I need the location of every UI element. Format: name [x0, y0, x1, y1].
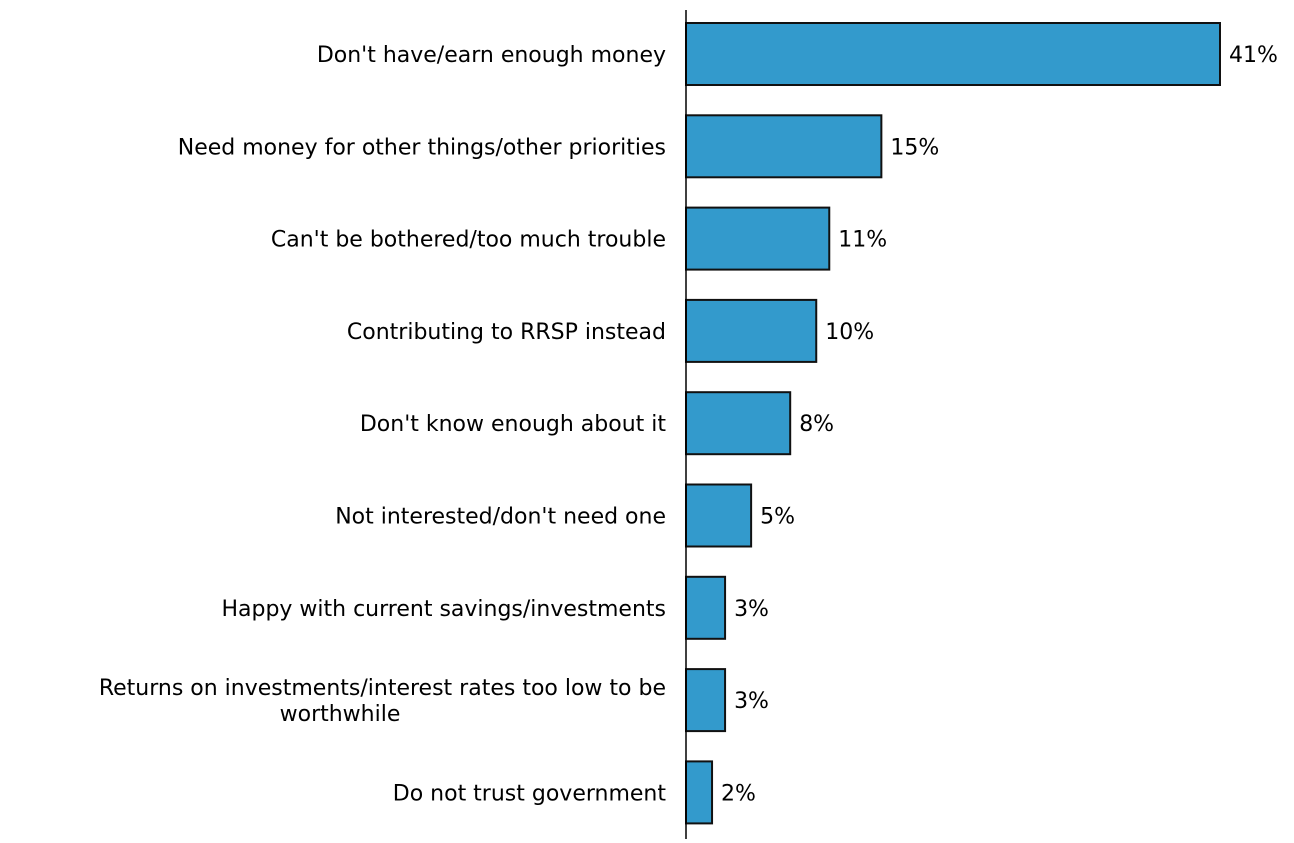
value-label-2: 11% — [838, 228, 887, 253]
category-labels-layer: Don't have/earn enough money Need money f… — [99, 43, 667, 806]
bar-6 — [685, 575, 727, 640]
value-label-4: 8% — [799, 412, 834, 437]
value-labels-layer: 41% 15% 11% 10% 8% 5% 3% 3% 2% — [721, 43, 1278, 806]
category-label-line: Happy with current savings/investments — [221, 597, 666, 622]
category-label-0: Don't have/earn enough money — [317, 43, 666, 68]
category-label-line: Contributing to RRSP instead — [347, 320, 666, 345]
category-label-line: Returns on investments/interest rates to… — [99, 676, 666, 701]
bar-4 — [685, 391, 792, 456]
category-label-6: Happy with current savings/investments — [221, 597, 666, 622]
category-label-line: Not interested/don't need one — [335, 505, 666, 530]
category-label-2: Can't be bothered/too much trouble — [271, 228, 666, 253]
bar-3 — [685, 298, 818, 363]
value-label-5: 5% — [760, 505, 795, 530]
bar-1 — [685, 114, 883, 179]
value-label-8: 2% — [721, 781, 756, 806]
bar-8 — [685, 760, 714, 825]
category-label-8: Do not trust government — [393, 781, 667, 806]
category-label-4: Don't know enough about it — [360, 412, 667, 437]
category-label-3: Contributing to RRSP instead — [347, 320, 666, 345]
category-label-7: Returns on investments/interest rates to… — [99, 676, 666, 727]
category-label-line: Do not trust government — [393, 781, 667, 806]
category-label-5: Not interested/don't need one — [335, 505, 666, 530]
bar-7 — [685, 668, 727, 733]
bar-2 — [685, 206, 831, 271]
value-label-0: 41% — [1229, 43, 1278, 68]
bar-0 — [685, 22, 1221, 86]
category-label-line: Need money for other things/other priori… — [178, 135, 666, 160]
category-label-line: Can't be bothered/too much trouble — [271, 228, 666, 253]
value-label-6: 3% — [734, 597, 769, 622]
category-label-line: Don't have/earn enough money — [317, 43, 666, 68]
value-label-1: 15% — [890, 135, 939, 160]
category-label-line: Don't know enough about it — [360, 412, 667, 437]
value-label-3: 10% — [825, 320, 874, 345]
category-label-line: worthwhile — [280, 702, 401, 727]
bars-layer — [685, 22, 1221, 825]
bar-5 — [685, 483, 753, 548]
category-label-1: Need money for other things/other priori… — [178, 135, 666, 160]
value-label-7: 3% — [734, 689, 769, 714]
